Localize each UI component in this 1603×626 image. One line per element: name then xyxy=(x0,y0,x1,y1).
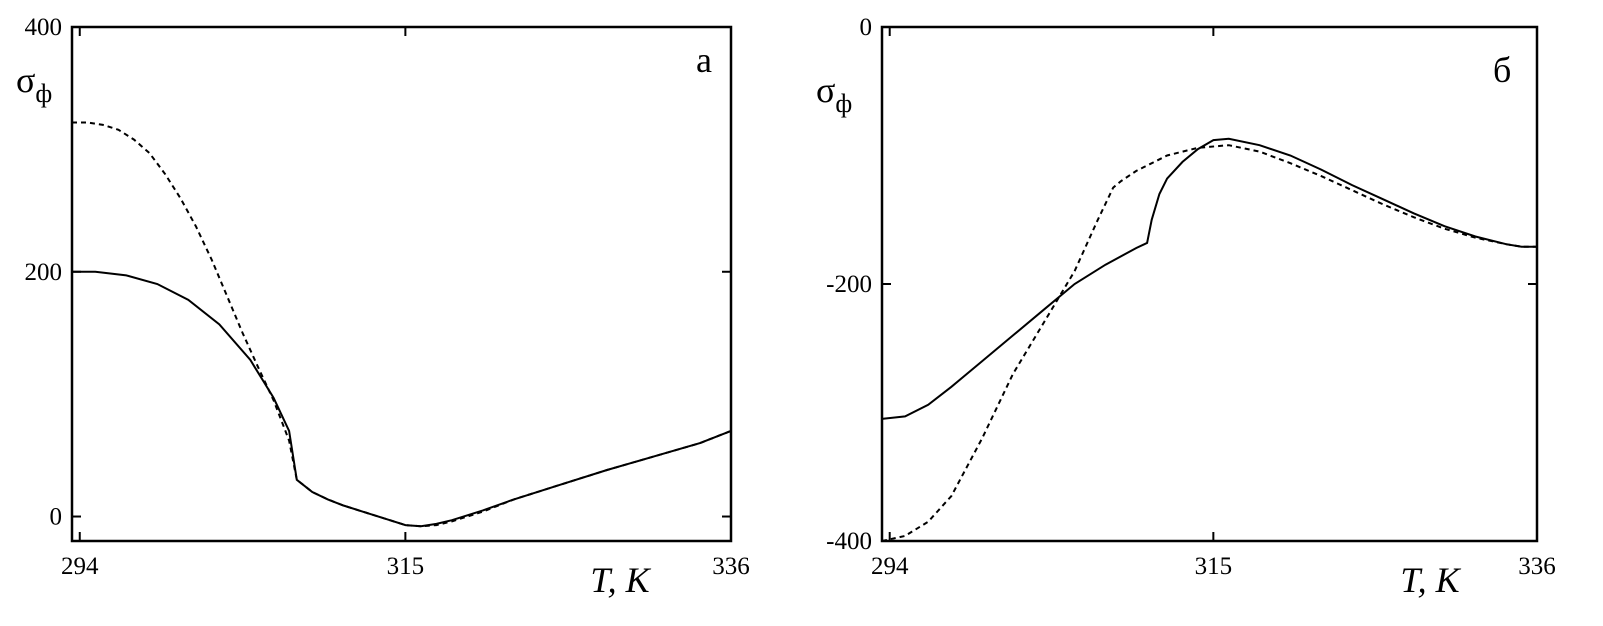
series-dashed-line-b xyxy=(881,144,1537,542)
series-solid-line-a xyxy=(72,270,732,528)
x-tick-label-b-1: 315 xyxy=(1195,553,1233,580)
y-tick-label-b-1: -200 xyxy=(826,271,872,298)
y-tick-label-a-0: 0 xyxy=(50,504,63,531)
y-axis-symbol-a: σ xyxy=(16,60,35,100)
y-axis-subscript-a: ф xyxy=(35,79,52,108)
y-tick-label-a-1: 200 xyxy=(25,259,63,286)
x-tick-label-a-1: 315 xyxy=(387,553,425,580)
y-tick-label-a-2: 400 xyxy=(25,14,63,41)
x-axis-label-b: T, K xyxy=(1400,560,1461,600)
panel-a: 294 315 336 0 200 400 а σф T, K xyxy=(16,14,750,600)
plot-frame-b xyxy=(880,25,1539,543)
x-tick-label-a-0: 294 xyxy=(61,553,99,580)
ticks-b: 294 315 336 -400 -200 0 xyxy=(826,14,1556,580)
plot-frame-a xyxy=(70,25,733,543)
y-axis-label-a: σф xyxy=(16,60,52,108)
y-tick-label-b-0: -400 xyxy=(826,528,872,555)
x-tick-label-a-2: 336 xyxy=(712,553,750,580)
x-axis-label-a: T, K xyxy=(590,560,651,600)
series-dashed-line-a xyxy=(72,121,732,528)
panel-label-a: а xyxy=(696,40,712,80)
x-tick-label-b-2: 336 xyxy=(1518,553,1556,580)
panel-label-b: б xyxy=(1493,50,1511,90)
panel-b: 294 315 336 -400 -200 0 б σф T, K xyxy=(816,14,1556,600)
series-solid-line-b xyxy=(881,137,1537,420)
x-tick-label-b-0: 294 xyxy=(871,553,909,580)
y-axis-subscript-b: ф xyxy=(835,89,852,118)
series-layer-a xyxy=(72,121,732,528)
ticks-a: 294 315 336 0 200 400 xyxy=(25,14,750,580)
y-axis-label-b: σф xyxy=(816,70,852,118)
y-tick-label-b-2: 0 xyxy=(860,14,873,41)
series-layer-b xyxy=(881,137,1537,542)
y-axis-symbol-b: σ xyxy=(816,70,835,110)
